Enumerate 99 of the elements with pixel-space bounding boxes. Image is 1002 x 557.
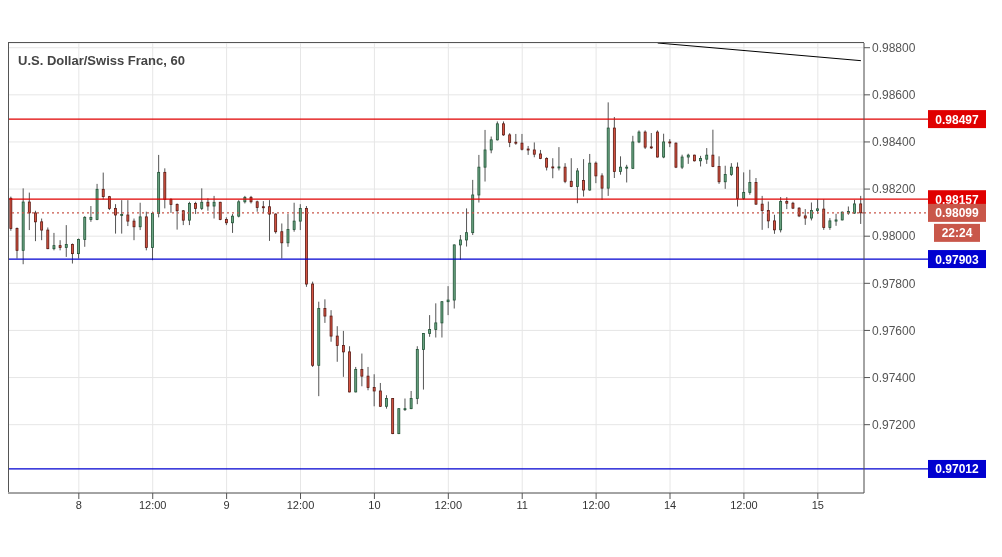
- x-tick-label: 10: [368, 498, 381, 511]
- candlestick: [274, 212, 278, 235]
- x-tick-label: 8: [75, 498, 82, 511]
- candlestick: [711, 129, 715, 168]
- candlestick: [286, 213, 290, 248]
- candlestick: [582, 158, 585, 198]
- candlestick: [428, 314, 432, 338]
- candlestick: [15, 226, 19, 260]
- x-tick-label: 15: [811, 498, 824, 511]
- candlestick: [422, 332, 425, 391]
- candlestick: [723, 165, 727, 190]
- ref-line-label: 0.98157: [935, 192, 980, 207]
- candlestick: [465, 207, 468, 248]
- candlestick: [89, 205, 93, 223]
- candlestick: [742, 171, 746, 201]
- candlestick: [822, 198, 826, 231]
- y-tick-label: 0.97400: [872, 370, 916, 385]
- candlestick: [120, 199, 124, 235]
- text: 22:24: [941, 226, 973, 241]
- candlestick: [335, 325, 339, 363]
- y-tick-label: 0.98800: [872, 40, 916, 55]
- candlestick: [329, 309, 333, 343]
- ref-line-label: 0.97012: [935, 462, 980, 477]
- candlestick: [360, 353, 364, 387]
- candlestick: [64, 224, 68, 258]
- candlestick: [292, 202, 296, 233]
- candlestick: [83, 215, 87, 248]
- candlestick: [569, 157, 573, 188]
- candlestick: [280, 222, 284, 260]
- candlestick: [403, 398, 407, 412]
- candlestick: [773, 214, 776, 235]
- y-tick-label: 0.98200: [872, 182, 916, 197]
- y-tick-label: 0.98600: [872, 88, 916, 103]
- candlestick: [34, 210, 37, 242]
- candlestick: [526, 145, 530, 156]
- candlestick: [231, 213, 234, 234]
- y-tick-label: 0.98400: [872, 135, 916, 150]
- candlestick: [459, 234, 462, 261]
- ref-line-label: 0.98497: [935, 112, 980, 127]
- candlestick: [27, 192, 31, 231]
- candlestick: [298, 203, 302, 231]
- x-tick-label: 12:00: [582, 498, 610, 511]
- candlestick: [662, 133, 666, 159]
- candlestick: [354, 366, 358, 393]
- candlestick: [557, 146, 561, 171]
- candlestick: [594, 161, 598, 184]
- y-tick-label: 0.97800: [872, 276, 916, 291]
- candlestick: [372, 373, 376, 407]
- x-tick-label: 12:00: [730, 498, 758, 511]
- candlestick: [71, 243, 74, 265]
- candlestick: [169, 197, 173, 214]
- y-tick-label: 0.97200: [872, 417, 916, 432]
- y-tick-label: 0.98000: [872, 229, 916, 244]
- candlestick: [551, 157, 555, 179]
- candlestick: [600, 172, 604, 201]
- candlestick: [495, 120, 499, 142]
- candlestick: [175, 202, 179, 231]
- candlestick: [446, 285, 450, 316]
- x-tick-label: 11: [516, 498, 528, 511]
- x-tick-label: 12:00: [434, 498, 463, 511]
- candlestick: [132, 218, 136, 241]
- candlestick: [748, 169, 752, 196]
- candlestick: [754, 177, 758, 206]
- candlestick: [619, 155, 622, 176]
- y-tick-label: 0.97600: [872, 323, 916, 338]
- x-tick-label: 12:00: [286, 498, 315, 511]
- x-tick-label: 14: [663, 498, 677, 511]
- candlestick: [101, 172, 105, 200]
- candlestick: [268, 199, 271, 242]
- candlestick: [138, 202, 142, 231]
- x-tick-label: 9: [223, 498, 230, 511]
- candlestick: [760, 195, 764, 231]
- candlestick: [520, 133, 524, 151]
- candlestick: [52, 232, 56, 251]
- candlestick: [200, 187, 204, 211]
- ref-line-label: 0.97903: [935, 252, 980, 267]
- candlestick: [483, 129, 487, 183]
- candlestick: [440, 300, 444, 338]
- ref-line-label: 0.98099: [935, 206, 980, 221]
- candlestick: [834, 213, 838, 227]
- candlestick: [434, 302, 438, 338]
- candlestick: [188, 201, 191, 226]
- text: U.S. Dollar/Swiss Franc, 60: [18, 53, 185, 68]
- candlestick: [341, 330, 345, 378]
- candlestick: [126, 199, 130, 227]
- candlestick: [366, 366, 370, 391]
- candlestick: [206, 197, 210, 212]
- candlestick: [576, 167, 579, 204]
- candlestick: [378, 382, 382, 408]
- x-tick-label: 12:00: [138, 498, 167, 511]
- candlestick: [766, 201, 770, 229]
- candlestick: [114, 203, 117, 235]
- candlestick: [563, 162, 567, 184]
- candlestick: [643, 129, 647, 150]
- candlestick: [58, 239, 62, 251]
- candlestick: [40, 218, 44, 241]
- candlestick: [323, 298, 327, 324]
- candlestick: [717, 155, 721, 185]
- candlestick: [212, 195, 216, 220]
